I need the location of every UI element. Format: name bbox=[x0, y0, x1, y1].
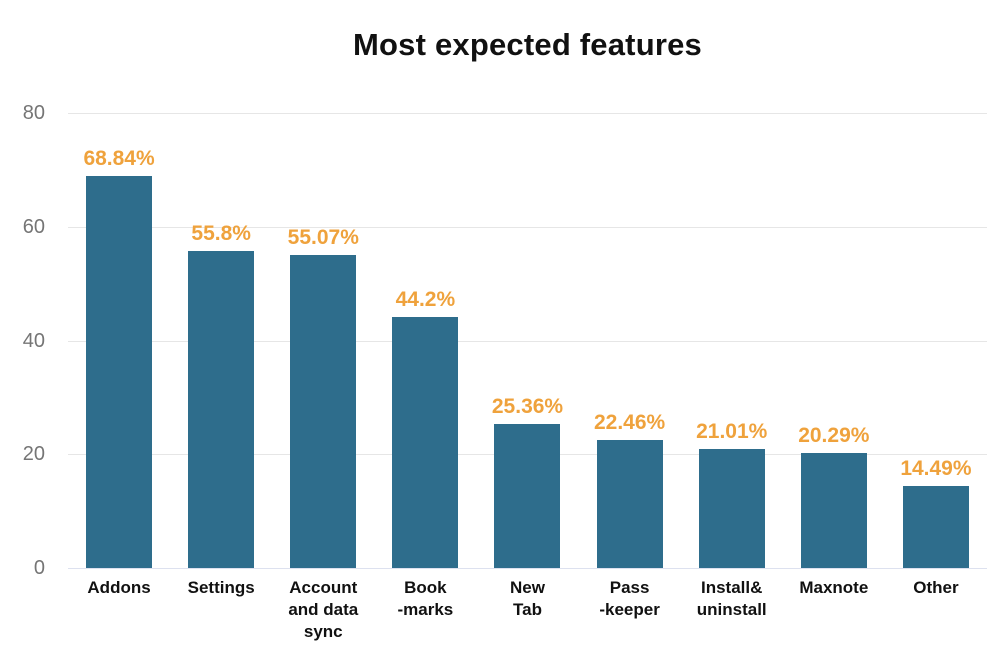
bar bbox=[698, 448, 765, 568]
bar bbox=[800, 452, 867, 568]
plot-area: 80 60 40 20 0 68.84% 55.8% 55.07% 44.2% 25.36% 22… bbox=[23, 103, 987, 578]
bar-column: 22.46% bbox=[579, 113, 681, 568]
bar bbox=[86, 176, 153, 568]
value-label: 44.2% bbox=[395, 287, 456, 311]
bar-column: 25.36% bbox=[476, 113, 578, 568]
value-label: 22.46% bbox=[593, 411, 666, 435]
gridline-0 bbox=[68, 568, 987, 569]
bar-column: 55.07% bbox=[272, 113, 374, 568]
value-label: 68.84% bbox=[83, 147, 155, 171]
y-tick-label-60: 60 bbox=[22, 215, 45, 238]
x-axis-label: New Tab bbox=[510, 578, 545, 619]
gridline-80 bbox=[68, 113, 987, 114]
value-label: 20.29% bbox=[798, 423, 870, 447]
value-label: 55.07% bbox=[287, 225, 359, 249]
bar bbox=[494, 423, 561, 568]
x-axis-label: Settings bbox=[187, 578, 255, 597]
chart-title: Most expected features bbox=[353, 27, 702, 62]
bar bbox=[596, 440, 663, 568]
y-tick-label-0: 0 bbox=[33, 557, 45, 579]
x-axis-label: Account and data sync bbox=[288, 578, 359, 641]
value-label: 14.49% bbox=[900, 456, 972, 480]
bar-column: 44.2% bbox=[374, 113, 476, 568]
x-axis-label: Maxnote bbox=[799, 578, 869, 597]
x-axis-label: Book -marks bbox=[397, 578, 454, 619]
bar-column: 14.49% bbox=[885, 113, 987, 568]
x-axis-label: Pass -keeper bbox=[599, 578, 660, 619]
bar bbox=[902, 485, 969, 568]
bar-column: 20.29% bbox=[783, 113, 885, 568]
bar bbox=[188, 250, 255, 568]
gridline-40 bbox=[68, 340, 987, 342]
gridline-60 bbox=[68, 226, 987, 228]
bar-column: 68.84% bbox=[68, 113, 170, 568]
y-tick-label-40: 40 bbox=[22, 329, 45, 352]
y-tick-label-80: 80 bbox=[22, 102, 45, 124]
bar-column: 21.01% bbox=[681, 113, 783, 568]
bar bbox=[290, 254, 357, 568]
value-label: 55.8% bbox=[191, 221, 251, 245]
bar bbox=[392, 316, 459, 568]
value-label: 21.01% bbox=[696, 419, 768, 443]
bar-column: 55.8% bbox=[170, 113, 272, 568]
x-axis: Addons Settings Account and data sync Book … bbox=[68, 577, 987, 643]
value-label: 25.36% bbox=[491, 394, 564, 418]
y-tick-label-20: 20 bbox=[22, 443, 45, 466]
x-axis-label: Addons bbox=[87, 578, 151, 597]
x-axis-label: Install& uninstall bbox=[696, 578, 767, 619]
bars-container: 68.84% 55.8% 55.07% 44.2% 25.36% 22.46% 21.01%… bbox=[68, 113, 987, 568]
x-axis-label: Other bbox=[913, 578, 959, 597]
